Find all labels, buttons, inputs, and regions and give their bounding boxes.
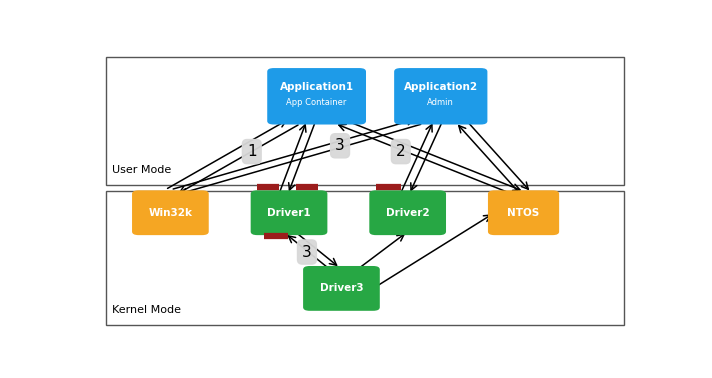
Text: Kernel Mode: Kernel Mode [112, 305, 181, 314]
Text: Win32k: Win32k [148, 208, 192, 218]
Text: 3: 3 [335, 138, 345, 153]
Text: Application2: Application2 [404, 82, 478, 92]
FancyBboxPatch shape [394, 68, 488, 124]
Text: Driver3: Driver3 [320, 284, 363, 293]
FancyBboxPatch shape [251, 190, 328, 235]
Text: 3: 3 [302, 245, 312, 260]
FancyBboxPatch shape [303, 266, 379, 311]
FancyBboxPatch shape [488, 190, 559, 235]
Text: Application1: Application1 [280, 82, 354, 92]
Text: Admin: Admin [427, 98, 454, 107]
Text: Driver1: Driver1 [267, 208, 311, 218]
Text: 2: 2 [396, 144, 406, 159]
FancyBboxPatch shape [370, 190, 446, 235]
Text: 1: 1 [247, 144, 256, 159]
Text: User Mode: User Mode [112, 165, 172, 175]
Text: Driver2: Driver2 [386, 208, 429, 218]
FancyBboxPatch shape [132, 190, 209, 235]
FancyBboxPatch shape [267, 68, 366, 124]
Text: App Container: App Container [286, 98, 347, 107]
Text: NTOS: NTOS [508, 208, 540, 218]
